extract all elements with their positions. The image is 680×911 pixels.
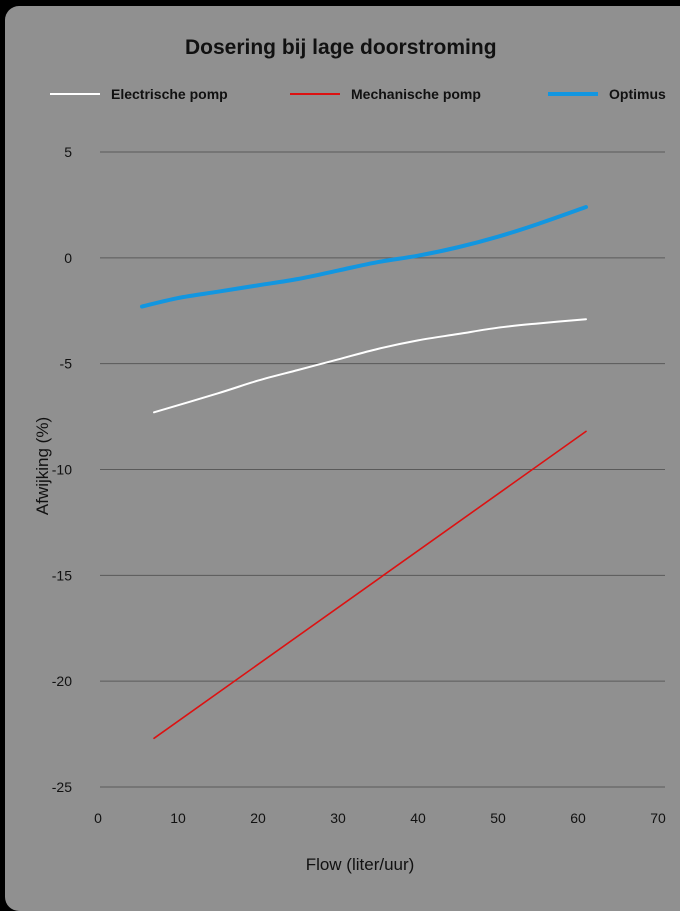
x-tick-label: 0 xyxy=(94,810,102,826)
x-tick-label: 30 xyxy=(330,810,346,826)
x-tick-label: 10 xyxy=(170,810,186,826)
chart-title-text: Dosering bij lage doorstroming xyxy=(185,36,497,59)
y-tick-label: -10 xyxy=(52,462,72,478)
chart-title: Dosering bij lage doorstroming xyxy=(5,36,680,60)
y-tick-label: -15 xyxy=(52,567,72,583)
y-tick-label: -25 xyxy=(52,779,72,795)
legend-item-mechanische-pomp: Mechanische pomp xyxy=(290,84,481,104)
legend-label-optimus: Optimus xyxy=(609,86,666,102)
y-axis-label: Afwijking (%) xyxy=(33,417,52,515)
series-line-electrische-pomp xyxy=(153,318,587,414)
legend-label-mechanische-pomp: Mechanische pomp xyxy=(351,86,481,102)
legend-swatch-optimus xyxy=(548,92,598,96)
series-line-optimus xyxy=(140,205,588,309)
legend-swatch-electrische-pomp xyxy=(50,93,100,95)
x-tick-label: 60 xyxy=(570,810,586,826)
x-tick-label: 40 xyxy=(410,810,426,826)
x-tick-label: 50 xyxy=(490,810,506,826)
y-tick-label: 0 xyxy=(64,250,72,266)
legend-item-optimus: Optimus xyxy=(548,84,666,104)
legend-item-electrische-pomp: Electrische pomp xyxy=(50,84,228,104)
y-tick-label: -5 xyxy=(60,356,73,372)
legend-label-electrische-pomp: Electrische pomp xyxy=(111,86,228,102)
chart-card: Dosering bij lage doorstroming Electrisc… xyxy=(5,6,680,911)
y-tick-label: -20 xyxy=(52,673,72,689)
x-tick-label: 70 xyxy=(650,810,666,826)
y-tick-label: 5 xyxy=(64,144,72,160)
x-tick-label: 20 xyxy=(250,810,266,826)
x-axis-label: Flow (liter/uur) xyxy=(306,855,415,874)
legend-swatch-mechanische-pomp xyxy=(290,93,340,95)
series-line-mechanische-pomp xyxy=(153,430,587,740)
